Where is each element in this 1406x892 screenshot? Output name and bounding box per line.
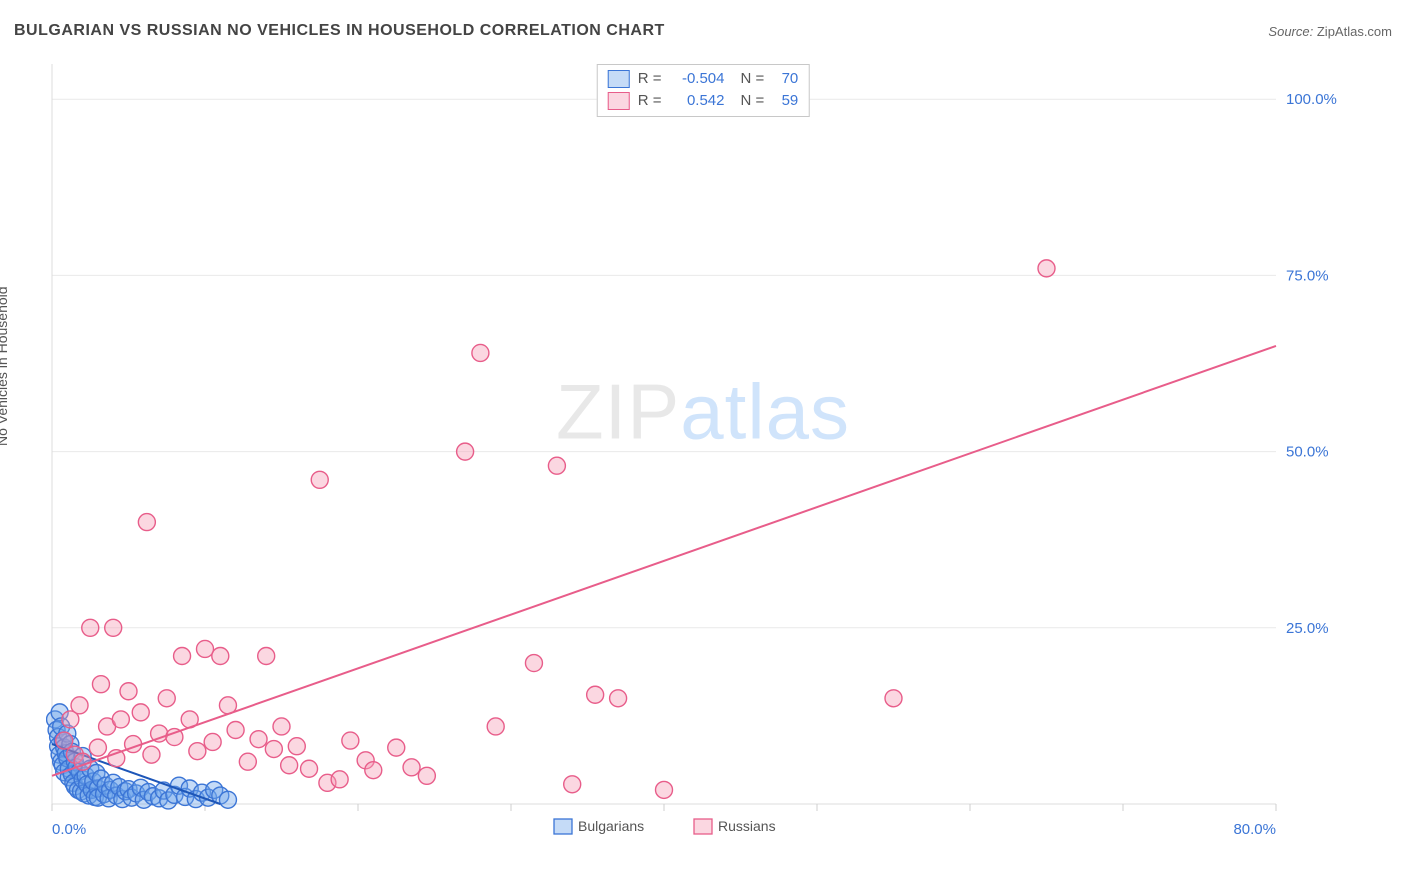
y-tick-label: 50.0% bbox=[1286, 444, 1329, 461]
stat-legend-row: R = -0.504 N = 70 bbox=[608, 68, 799, 90]
n-value: 70 bbox=[772, 68, 798, 90]
scatter-chart: 25.0% 50.0% 75.0% 100.0% 0.0% 80.0% Bulgarians… bbox=[46, 58, 1346, 848]
stat-legend-row: R = 0.542 N = 59 bbox=[608, 90, 799, 112]
series-russians bbox=[52, 77, 1276, 799]
n-label: N = bbox=[741, 68, 765, 90]
source-value: ZipAtlas.com bbox=[1317, 24, 1392, 39]
y-tick-label: 25.0% bbox=[1286, 620, 1329, 637]
bottom-legend-label: Bulgarians bbox=[578, 818, 644, 834]
legend-swatch bbox=[608, 70, 630, 88]
r-label: R = bbox=[638, 68, 662, 90]
y-axis-title: No Vehicles in Household bbox=[0, 286, 10, 446]
n-label: N = bbox=[741, 90, 765, 112]
source-credit: Source: ZipAtlas.com bbox=[1268, 24, 1392, 39]
page-title: BULGARIAN VS RUSSIAN NO VEHICLES IN HOUS… bbox=[14, 22, 665, 40]
x-tick-label: 0.0% bbox=[52, 821, 86, 838]
legend-swatch bbox=[608, 92, 630, 110]
n-value: 59 bbox=[772, 90, 798, 112]
bottom-legend-label: Russians bbox=[718, 818, 776, 834]
x-tick-label: 80.0% bbox=[1233, 821, 1276, 838]
bottom-legend: Bulgarians Russians bbox=[554, 818, 776, 834]
source-label: Source: bbox=[1268, 24, 1313, 39]
r-label: R = bbox=[638, 90, 662, 112]
y-tick-label: 75.0% bbox=[1286, 267, 1329, 284]
chart-area: 25.0% 50.0% 75.0% 100.0% 0.0% 80.0% Bulgarians… bbox=[46, 58, 1346, 848]
y-tick-label: 100.0% bbox=[1286, 91, 1337, 108]
stat-legend: R = -0.504 N = 70 R = 0.542 N = 59 bbox=[597, 64, 810, 117]
r-value: 0.542 bbox=[670, 90, 725, 112]
r-value: -0.504 bbox=[670, 68, 725, 90]
